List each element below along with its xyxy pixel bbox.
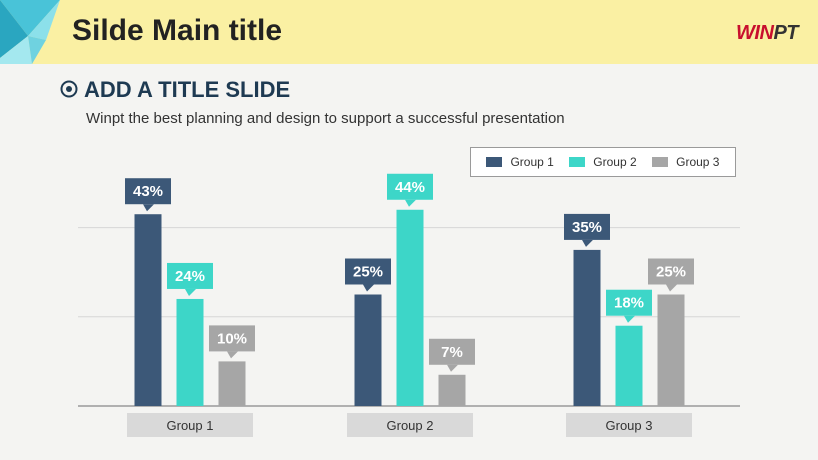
data-label-bubble bbox=[564, 213, 610, 240]
legend-label: Group 3 bbox=[676, 155, 720, 169]
data-label: 44% bbox=[395, 179, 425, 196]
data-label: 35% bbox=[572, 219, 602, 236]
chart-legend: Group 1 Group 2 Group 3 bbox=[470, 147, 736, 177]
data-label-bubble bbox=[387, 173, 433, 200]
section-subtitle: Winpt the best planning and design to su… bbox=[86, 110, 565, 127]
category-box bbox=[347, 413, 473, 437]
category-label: Group 2 bbox=[387, 418, 434, 433]
bar bbox=[134, 214, 162, 406]
brand-logo: WINPT bbox=[736, 22, 798, 44]
section-title: ADD A TITLE SLIDE bbox=[84, 77, 291, 102]
category-label: Group 3 bbox=[606, 418, 653, 433]
data-label: 25% bbox=[353, 264, 383, 281]
data-label: 10% bbox=[217, 330, 247, 347]
bar bbox=[438, 374, 466, 406]
data-label-bubble bbox=[125, 178, 171, 205]
data-label-bubble bbox=[429, 338, 475, 365]
data-label-bubble bbox=[167, 262, 213, 289]
legend-item: Group 3 bbox=[652, 155, 719, 169]
category-box bbox=[566, 413, 692, 437]
data-label-pointer bbox=[405, 199, 416, 207]
bar bbox=[218, 361, 246, 406]
data-label-pointer bbox=[582, 239, 593, 247]
corner-decoration bbox=[0, 0, 60, 64]
legend-label: Group 1 bbox=[510, 155, 554, 169]
data-label: 43% bbox=[133, 183, 163, 200]
data-label-pointer bbox=[185, 288, 196, 296]
bar bbox=[176, 298, 204, 406]
bar bbox=[354, 294, 382, 406]
data-label-pointer bbox=[624, 315, 635, 323]
bar bbox=[573, 249, 601, 406]
header-bar: Silde Main title WINPT bbox=[0, 0, 818, 64]
legend-swatch bbox=[569, 157, 586, 167]
bar bbox=[615, 325, 643, 406]
data-label-bubble bbox=[606, 289, 652, 316]
circle-plus-icon bbox=[60, 80, 78, 98]
data-label-bubble bbox=[209, 325, 255, 352]
data-label: 7% bbox=[441, 344, 463, 361]
data-label-pointer bbox=[143, 204, 154, 212]
category-label: Group 1 bbox=[167, 418, 214, 433]
data-label-bubble bbox=[648, 258, 694, 285]
bar bbox=[657, 294, 685, 406]
data-label-bubble bbox=[345, 258, 391, 285]
data-label: 24% bbox=[175, 268, 205, 285]
data-label-pointer bbox=[666, 284, 677, 292]
data-label: 18% bbox=[614, 295, 644, 312]
legend-swatch bbox=[486, 157, 503, 167]
legend-swatch bbox=[652, 157, 669, 167]
data-label-pointer bbox=[363, 284, 374, 292]
category-box bbox=[127, 413, 253, 437]
page-title: Silde Main title bbox=[72, 14, 283, 47]
data-label-pointer bbox=[447, 364, 458, 372]
legend-label: Group 2 bbox=[593, 155, 637, 169]
legend-item: Group 2 bbox=[569, 155, 637, 169]
bar bbox=[396, 209, 424, 406]
legend-item: Group 1 bbox=[486, 155, 554, 169]
data-label-pointer bbox=[227, 351, 238, 359]
data-label: 25% bbox=[656, 264, 686, 281]
